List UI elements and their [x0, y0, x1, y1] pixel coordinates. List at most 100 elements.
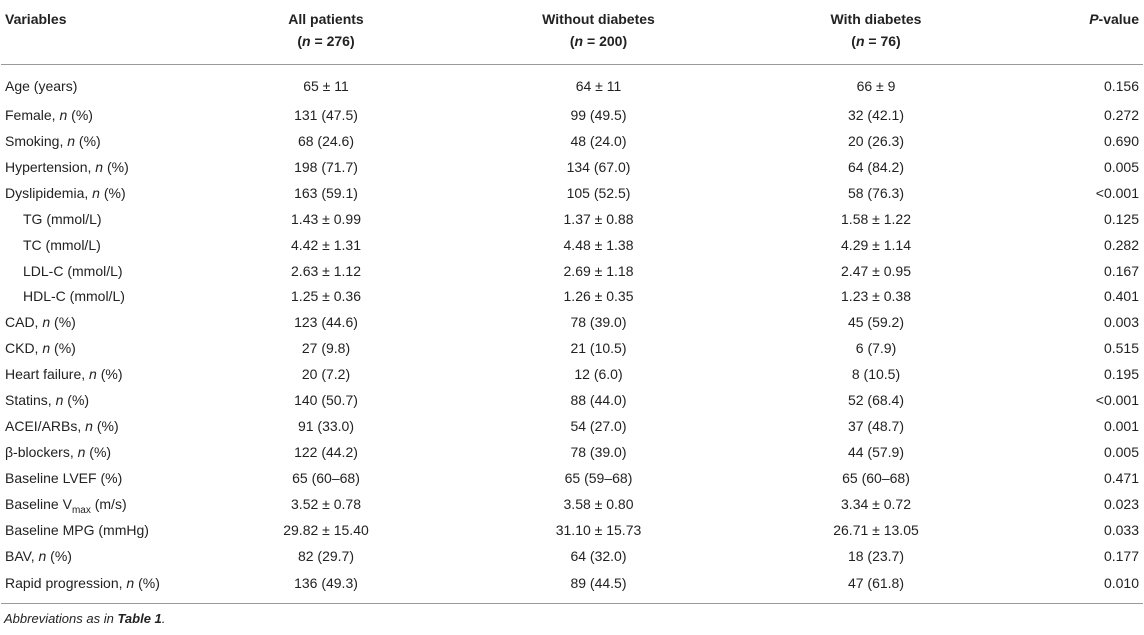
cell-all-patients: 65 ± 11: [303, 77, 349, 94]
cell-with-diabetes: 4.29 ± 1.14: [841, 236, 911, 253]
cell-without-diabetes: 1.26 ± 0.35: [563, 288, 634, 305]
header-with-diabetes-label: With diabetes: [830, 11, 922, 27]
table-row: Heart failure, n (%) 20 (7.2) 12 (6.0) 8 (1…: [1, 362, 1143, 388]
row-variable-label: Dyslipidemia, n (%): [1, 180, 191, 206]
variable-name: HDL-C (mmol/L): [23, 288, 125, 305]
cell-p-value: 0.003: [1103, 314, 1139, 331]
table-body: Age (years) 65 ± 11 64 ± 11 66 ± 9 0.156 Fema…: [1, 64, 1143, 605]
table-row: Baseline LVEF (%) 65 (60–68) 65 (59–68) 65 …: [1, 466, 1143, 492]
cell-p-value: 0.125: [1103, 210, 1139, 227]
table-row: Baseline MPG (mmHg) 29.82 ± 15.40 31.10 ± …: [1, 517, 1143, 543]
row-variable-label: Hypertension, n (%): [1, 154, 191, 180]
cell-with-diabetes: 32 (42.1): [847, 106, 905, 123]
footnote-suffix: .: [161, 611, 166, 626]
variable-name: TG (mmol/L): [23, 210, 102, 227]
variable-name: Baseline V: [5, 495, 72, 512]
cell-all-patients: 131 (47.5): [294, 106, 358, 123]
cell-all-patients: 2.63 ± 1.12: [291, 262, 361, 279]
n-symbol: n: [574, 33, 584, 49]
cell-all-patients: 163 (59.1): [294, 184, 358, 201]
variable-subscript: max: [71, 504, 91, 516]
cell-without-diabetes: 99 (49.5): [570, 106, 627, 123]
cell-p-value: 0.195: [1103, 366, 1139, 383]
cell-all-patients: 122 (44.2): [294, 444, 358, 461]
variable-name: LDL-C (mmol/L): [23, 262, 123, 279]
variable-name: β-blockers,: [5, 444, 78, 461]
cell-p-value: 0.282: [1103, 236, 1139, 253]
equals-sign: =: [310, 33, 327, 49]
cell-with-diabetes: 65 (60–68): [842, 470, 910, 487]
variable-unit: (%): [75, 132, 101, 149]
equals-sign: =: [583, 33, 600, 49]
cell-p-value: <0.001: [1095, 392, 1139, 409]
cell-without-diabetes: 31.10 ± 15.73: [555, 521, 642, 538]
cell-p-value: 0.005: [1103, 158, 1139, 175]
variable-unit: (%): [134, 575, 160, 592]
cell-with-diabetes: 44 (57.9): [847, 444, 905, 461]
variable-name: TC (mmol/L): [23, 236, 101, 253]
n-symbol: n: [38, 547, 47, 564]
row-variable-label: BAV, n (%): [1, 543, 191, 569]
row-variable-label: HDL-C (mmol/L): [1, 284, 191, 310]
cell-without-diabetes: 64 ± 11: [575, 77, 622, 94]
cell-all-patients: 65 (60–68): [292, 470, 360, 487]
cell-p-value: 0.471: [1103, 470, 1139, 487]
cell-all-patients: 29.82 ± 15.40: [283, 521, 369, 538]
header-all-patients-label: All patients: [288, 11, 364, 27]
table-row: Smoking, n (%) 68 (24.6) 48 (24.0) 20 (26.3…: [1, 128, 1143, 154]
header-without-diabetes: Without diabetes (n = 200): [461, 0, 736, 65]
all-patients-n: 276: [326, 33, 350, 49]
cell-all-patients: 20 (7.2): [301, 366, 351, 383]
n-symbol: n: [42, 314, 51, 331]
cell-p-value: 0.156: [1103, 77, 1139, 94]
table-row: Age (years) 65 ± 11 64 ± 11 66 ± 9 0.156: [1, 64, 1143, 102]
equals-sign: =: [864, 33, 881, 49]
cell-with-diabetes: 66 ± 9: [856, 77, 896, 94]
cell-with-diabetes: 37 (48.7): [847, 418, 905, 435]
n-symbol: n: [59, 106, 68, 123]
cell-p-value: 0.167: [1103, 262, 1139, 279]
n-symbol: n: [126, 575, 135, 592]
cell-all-patients: 123 (44.6): [294, 314, 358, 331]
table-footnote: Abbreviations as in Table 1.: [4, 611, 165, 626]
header-p-value: P-value: [1016, 0, 1143, 65]
cell-all-patients: 82 (29.7): [297, 547, 355, 564]
footnote-table-reference: Table 1: [117, 611, 162, 626]
n-symbol: n: [92, 184, 100, 201]
table-row: CKD, n (%) 27 (9.8) 21 (10.5) 6 (7.9) 0.515: [1, 336, 1143, 362]
variable-name: Female,: [5, 106, 60, 123]
variable-name: Heart failure,: [5, 366, 90, 383]
cell-without-diabetes: 134 (67.0): [566, 158, 631, 175]
n-symbol: n: [42, 340, 51, 357]
header-with-diabetes-count: (n = 76): [851, 33, 901, 49]
cell-without-diabetes: 48 (24.0): [570, 132, 627, 149]
row-variable-label: TG (mmol/L): [1, 206, 191, 232]
row-variable-label: Baseline MPG (mmHg): [1, 517, 191, 543]
cell-with-diabetes: 20 (26.3): [847, 132, 905, 149]
cell-p-value: 0.001: [1103, 418, 1139, 435]
header-without-diabetes-label: Without diabetes: [542, 11, 655, 27]
variable-unit: (%): [96, 366, 123, 383]
p-symbol: P: [1089, 11, 1099, 27]
cell-all-patients: 136 (49.3): [191, 569, 461, 605]
n-symbol: n: [77, 444, 86, 461]
variable-name: ACEI/ARBs,: [5, 418, 86, 435]
n-symbol: n: [89, 366, 97, 383]
header-with-diabetes: With diabetes (n = 76): [736, 0, 1016, 65]
cell-with-diabetes: 6 (7.9): [855, 340, 897, 357]
row-variable-label: TC (mmol/L): [1, 232, 191, 258]
row-variable-label: Smoking, n (%): [1, 128, 191, 154]
row-variable-label: Baseline LVEF (%): [1, 466, 191, 492]
cell-all-patients: 91 (33.0): [297, 418, 355, 435]
cell-with-diabetes: 2.47 ± 0.95: [841, 262, 911, 279]
n-symbol: n: [95, 158, 104, 175]
cell-with-diabetes: 47 (61.8): [736, 569, 1016, 605]
cell-without-diabetes: 78 (39.0): [570, 444, 627, 461]
cell-with-diabetes: 8 (10.5): [851, 366, 901, 383]
table-row: Hypertension, n (%) 198 (71.7) 134 (67.0) 6…: [1, 154, 1143, 180]
cell-with-diabetes: 3.34 ± 0.72: [841, 495, 911, 512]
cell-with-diabetes: 1.58 ± 1.22: [841, 210, 911, 227]
cell-without-diabetes: 88 (44.0): [570, 392, 627, 409]
variable-unit: (m/s): [90, 495, 127, 512]
cell-all-patients: 1.43 ± 0.99: [291, 210, 361, 227]
